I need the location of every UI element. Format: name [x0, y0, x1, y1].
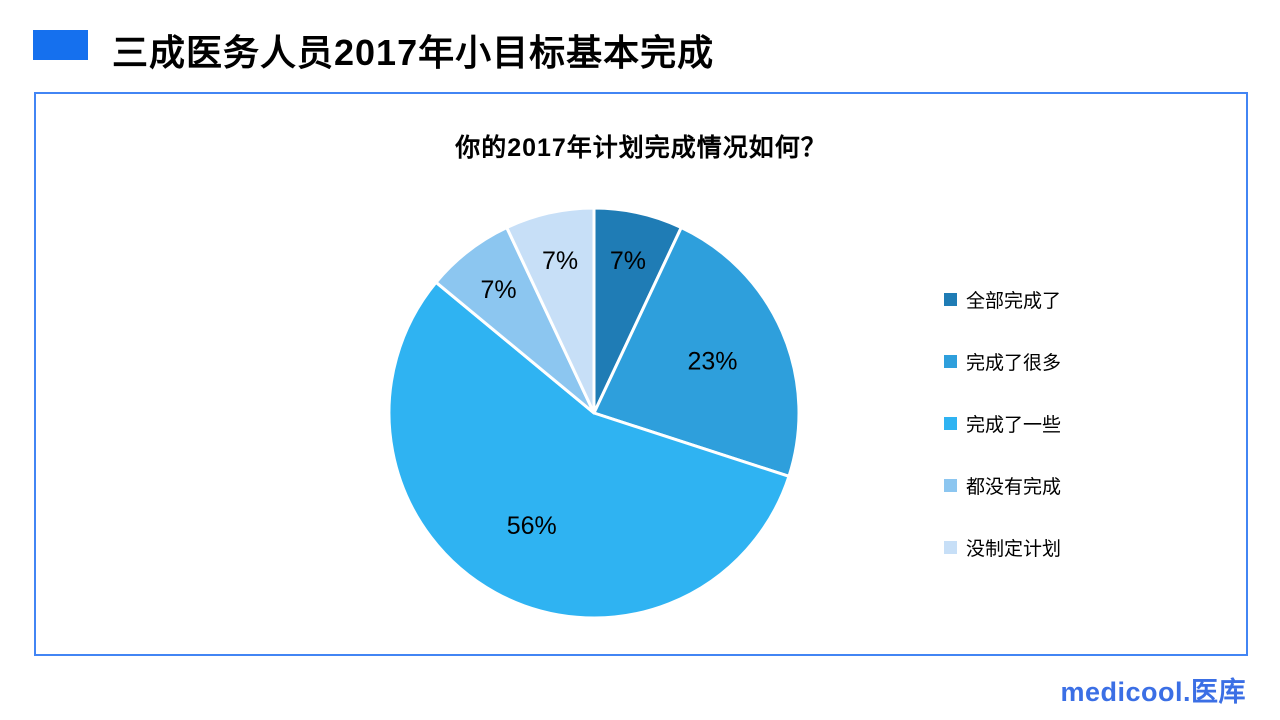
- pie-slice-label: 7%: [610, 247, 646, 275]
- slide-title: 三成医务人员2017年小目标基本完成: [112, 32, 715, 73]
- legend-item: 没制定计划: [944, 535, 1062, 560]
- legend-label: 全部完成了: [966, 290, 1062, 312]
- brand-logo: medicool.医库: [1060, 677, 1246, 707]
- pie-slice: [592, 226, 801, 478]
- legend-marker: [944, 416, 957, 430]
- legend-label: 完成了一些: [966, 414, 1062, 436]
- legend-item: 都没有完成: [944, 473, 1062, 498]
- pie-slice-label: 7%: [480, 276, 516, 304]
- slide-header: 三成医务人员2017年小目标基本完成: [0, 0, 1280, 80]
- legend-marker: [944, 478, 957, 492]
- pie-slice-label: 23%: [688, 348, 738, 376]
- legend-marker: [944, 540, 957, 554]
- legend-item: 全部完成了: [944, 287, 1062, 312]
- legend-marker: [944, 292, 957, 306]
- pie-chart: 7% 23% 56% 7% 7%: [387, 206, 801, 620]
- legend-marker: [944, 354, 957, 368]
- legend-label: 都没有完成: [966, 476, 1062, 498]
- pie-slice-label: 56%: [507, 512, 557, 540]
- pie-slice: [505, 206, 596, 415]
- chart-panel: 你的2017年计划完成情况如何？ 7% 23% 56% 7% 7% 全部完成了完成了很多…: [34, 92, 1248, 656]
- legend-label: 没制定计划: [966, 538, 1062, 560]
- chart-legend: 全部完成了完成了很多完成了一些都没有完成没制定计划: [944, 287, 1061, 597]
- chart-title: 你的2017年计划完成情况如何？: [455, 134, 827, 162]
- pie-slice: [387, 280, 791, 620]
- title-accent-bar: [33, 30, 88, 60]
- legend-label: 完成了很多: [966, 352, 1062, 374]
- pie-slice-label: 7%: [542, 247, 578, 275]
- legend-item: 完成了很多: [944, 349, 1062, 374]
- legend-item: 完成了一些: [944, 411, 1062, 436]
